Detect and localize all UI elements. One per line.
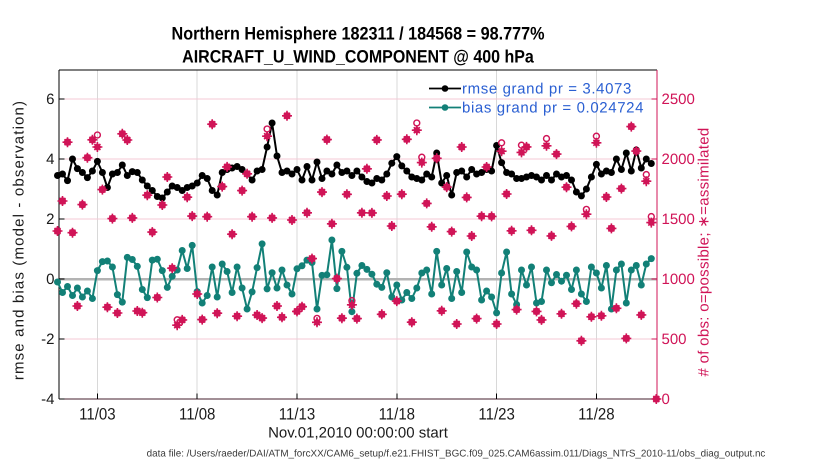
svg-text:# of obs: o=possible; ∗=assimi: # of obs: o=possible; ∗=assimilated <box>696 127 713 376</box>
svg-text:rmse and bias (model - observa: rmse and bias (model - observation) <box>11 100 28 380</box>
svg-text:1500: 1500 <box>662 211 695 228</box>
svg-text:rmse grand pr = 3.4073: rmse grand pr = 3.4073 <box>462 81 632 98</box>
svg-text:11/18: 11/18 <box>379 405 415 424</box>
svg-text:4: 4 <box>46 151 54 168</box>
svg-text:500: 500 <box>662 331 687 348</box>
svg-text:11/08: 11/08 <box>179 405 215 424</box>
svg-text:2: 2 <box>46 211 54 228</box>
svg-text:2500: 2500 <box>662 91 695 108</box>
svg-text:6: 6 <box>46 91 54 108</box>
svg-text:Northern Hemisphere 182311 / 1: Northern Hemisphere 182311 / 184568 = 98… <box>172 24 545 44</box>
svg-text:11/23: 11/23 <box>478 405 514 424</box>
svg-text:11/28: 11/28 <box>578 405 614 424</box>
svg-text:0: 0 <box>46 271 54 288</box>
svg-text:1000: 1000 <box>662 271 695 288</box>
svg-text:-4: -4 <box>41 391 54 408</box>
svg-text:2000: 2000 <box>662 151 695 168</box>
svg-text:data file: /Users/raeder/DAI/A: data file: /Users/raeder/DAI/ATM_forcXX/… <box>147 449 766 460</box>
svg-text:0: 0 <box>662 391 670 408</box>
svg-text:AIRCRAFT_U_WIND_COMPONENT @ 40: AIRCRAFT_U_WIND_COMPONENT @ 400 hPa <box>182 48 534 67</box>
svg-text:11/03: 11/03 <box>79 405 115 424</box>
svg-text:Nov.01,2010 00:00:00 start: Nov.01,2010 00:00:00 start <box>268 425 449 442</box>
svg-text:11/13: 11/13 <box>279 405 315 424</box>
svg-text:bias grand pr = 0.024724: bias grand pr = 0.024724 <box>462 100 644 117</box>
svg-text:-2: -2 <box>41 331 54 348</box>
